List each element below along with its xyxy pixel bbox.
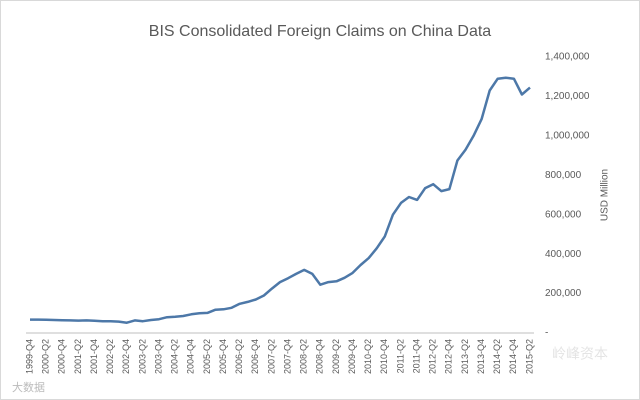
x-tick-label: 2003-Q4 — [153, 339, 163, 374]
x-tick-label: 2010-Q4 — [379, 339, 389, 374]
x-tick-label: 2012-Q2 — [428, 339, 438, 374]
x-tick-label: 2003-Q2 — [137, 339, 147, 374]
x-tick-label: 2010-Q2 — [363, 339, 373, 374]
x-tick-label: 2001-Q2 — [73, 339, 83, 374]
x-tick-label: 2000-Q2 — [41, 339, 51, 374]
y-tick-label: 400,000 — [545, 249, 582, 260]
x-tick-label: 2008-Q2 — [299, 339, 309, 374]
x-tick-label: 2011-Q4 — [411, 339, 421, 373]
x-tick-label: 2012-Q4 — [444, 339, 454, 374]
chart-title: BIS Consolidated Foreign Claims on China… — [149, 23, 492, 40]
x-tick-label: 2004-Q2 — [170, 339, 180, 374]
x-tick-label: 2004-Q4 — [186, 339, 196, 374]
x-tick-label: 2013-Q4 — [476, 339, 486, 374]
x-tick-label: 1999-Q4 — [24, 339, 34, 374]
x-tick-label: 2013-Q2 — [460, 339, 470, 374]
y-tick-label: 1,000,000 — [545, 130, 590, 141]
y-tick-label: 200,000 — [545, 288, 582, 299]
x-tick-label: 2009-Q2 — [331, 339, 341, 374]
x-tick-label: 2002-Q4 — [121, 339, 131, 374]
x-tick-label: 2000-Q4 — [57, 339, 67, 374]
x-tick-label: 2007-Q2 — [266, 339, 276, 374]
x-tick-label: 2005-Q2 — [202, 339, 212, 374]
watermark: 岭峰资本 — [552, 346, 608, 362]
x-tick-label: 2014-Q4 — [508, 339, 518, 374]
x-tick-label: 2008-Q4 — [315, 339, 325, 374]
x-tick-label: 2015-Q2 — [524, 339, 534, 374]
x-tick-label: 2005-Q4 — [218, 339, 228, 374]
x-tick-label: 2006-Q4 — [250, 339, 260, 374]
y-tick-label: 600,000 — [545, 209, 582, 220]
watermark: 大数据 — [12, 380, 45, 394]
x-tick-label: 2011-Q2 — [395, 339, 405, 373]
x-tick-label: 2009-Q4 — [347, 339, 357, 374]
y-axis-label: USD Million — [600, 169, 611, 221]
y-tick-label: 800,000 — [545, 170, 582, 181]
x-tick-label: 2007-Q4 — [282, 339, 292, 374]
y-tick-label: 1,400,000 — [545, 52, 590, 63]
y-tick-label: - — [545, 328, 548, 339]
x-tick-label: 2006-Q2 — [234, 339, 244, 374]
x-tick-label: 2001-Q4 — [89, 339, 99, 374]
x-tick-label: 2014-Q2 — [492, 339, 502, 374]
x-tick-label: 2002-Q2 — [105, 339, 115, 374]
data-line — [30, 76, 531, 324]
y-tick-label: 1,200,000 — [545, 91, 590, 102]
